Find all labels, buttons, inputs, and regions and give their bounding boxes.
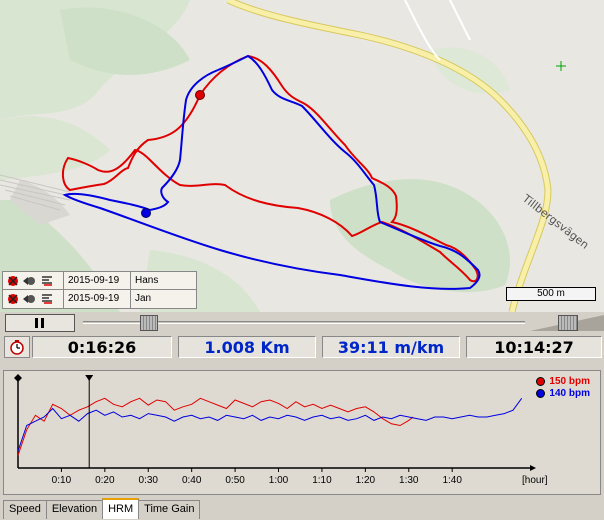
track-color-icon[interactable] <box>6 274 20 288</box>
pause-button[interactable] <box>5 314 75 332</box>
hrm-chart[interactable]: 0:10 0:20 0:30 0:40 0:50 1:00 1:10 1:20 1:30 1:40… <box>3 370 601 495</box>
hans-position-marker <box>195 90 205 100</box>
info-row: 0:16:26 1.008 Km 39:11 m/km 10:14:27 <box>0 334 604 360</box>
track-row[interactable]: 2015-09-19 Jan <box>2 290 197 309</box>
track-settings-icon[interactable] <box>40 274 54 288</box>
x-tick-label: 1:40 <box>442 475 462 486</box>
stopwatch-icon <box>10 340 24 355</box>
legend-label: 150 bpm <box>549 375 590 387</box>
x-tick-label: 1:30 <box>399 475 419 486</box>
chart-tabs: Speed Elevation HRM Time Gain <box>3 498 201 520</box>
tab-hrm[interactable]: HRM <box>102 498 140 519</box>
track-list: 2015-09-19 Hans 2015-09-19 Jan <box>2 271 197 309</box>
legend-label: 140 bpm <box>549 387 590 399</box>
legend-red-dot <box>536 376 546 386</box>
x-unit-label: [hour] <box>522 475 548 486</box>
clock-time: 10:14:27 <box>466 336 602 358</box>
track-hans-path <box>62 54 479 283</box>
track-date: 2015-09-19 <box>64 290 131 308</box>
tab-elevation[interactable]: Elevation <box>45 500 104 519</box>
x-tick-label: 1:10 <box>312 475 332 486</box>
legend-item: 150 bpm <box>536 375 590 387</box>
follow-track-icon[interactable] <box>23 292 37 306</box>
x-axis-arrow <box>530 465 536 471</box>
tab-time-gain[interactable]: Time Gain <box>138 500 201 519</box>
playback-bar <box>0 312 604 334</box>
time-cursor-handle <box>85 375 94 381</box>
map-view[interactable]: Tillbergsvägen 500 m <box>0 0 604 312</box>
pace-value: 39:11 m/km <box>322 336 460 358</box>
elapsed-time: 0:16:26 <box>32 336 172 358</box>
pause-icon <box>35 318 44 328</box>
track-row-icons <box>3 272 64 289</box>
track-row[interactable]: 2015-09-19 Hans <box>2 271 197 290</box>
track-name: Hans <box>135 275 159 286</box>
legend-blue-dot <box>536 388 546 398</box>
track-name: Jan <box>135 293 152 304</box>
x-tick-label: 1:20 <box>356 475 376 486</box>
playback-slider-thumb[interactable] <box>140 315 159 331</box>
hr-series-red <box>17 397 414 456</box>
map-canvas[interactable] <box>0 0 604 312</box>
map-scale-bar: 500 m <box>506 287 596 301</box>
chart-legend: 150 bpm 140 bpm <box>536 375 590 399</box>
track-jan-path <box>62 54 481 290</box>
distance-value: 1.008 Km <box>178 336 316 358</box>
track-color-icon[interactable] <box>6 292 20 306</box>
hr-series-blue <box>17 398 523 452</box>
track-date: 2015-09-19 <box>64 272 131 289</box>
x-tick-label: 0:40 <box>182 475 202 486</box>
track-row-icons <box>3 290 64 308</box>
crosshair-icon <box>556 61 566 71</box>
y-axis-marker <box>14 374 22 382</box>
x-tick-label: 0:20 <box>95 475 115 486</box>
follow-track-icon[interactable] <box>23 274 37 288</box>
x-tick-label: 0:50 <box>225 475 245 486</box>
track-settings-icon[interactable] <box>40 292 54 306</box>
tab-speed[interactable]: Speed <box>3 500 47 519</box>
jan-position-marker <box>141 208 151 218</box>
hrm-chart-canvas: 0:10 0:20 0:30 0:40 0:50 1:00 1:10 1:20 1:30 1:40… <box>14 374 548 486</box>
legend-item: 140 bpm <box>536 387 590 399</box>
x-tick-label: 0:30 <box>139 475 159 486</box>
time-mode-button[interactable] <box>4 336 30 358</box>
zoom-slider-thumb[interactable] <box>558 315 578 331</box>
playback-slider-track[interactable] <box>83 321 525 324</box>
x-tick-label: 1:00 <box>269 475 289 486</box>
x-tick-label: 0:10 <box>52 475 72 486</box>
